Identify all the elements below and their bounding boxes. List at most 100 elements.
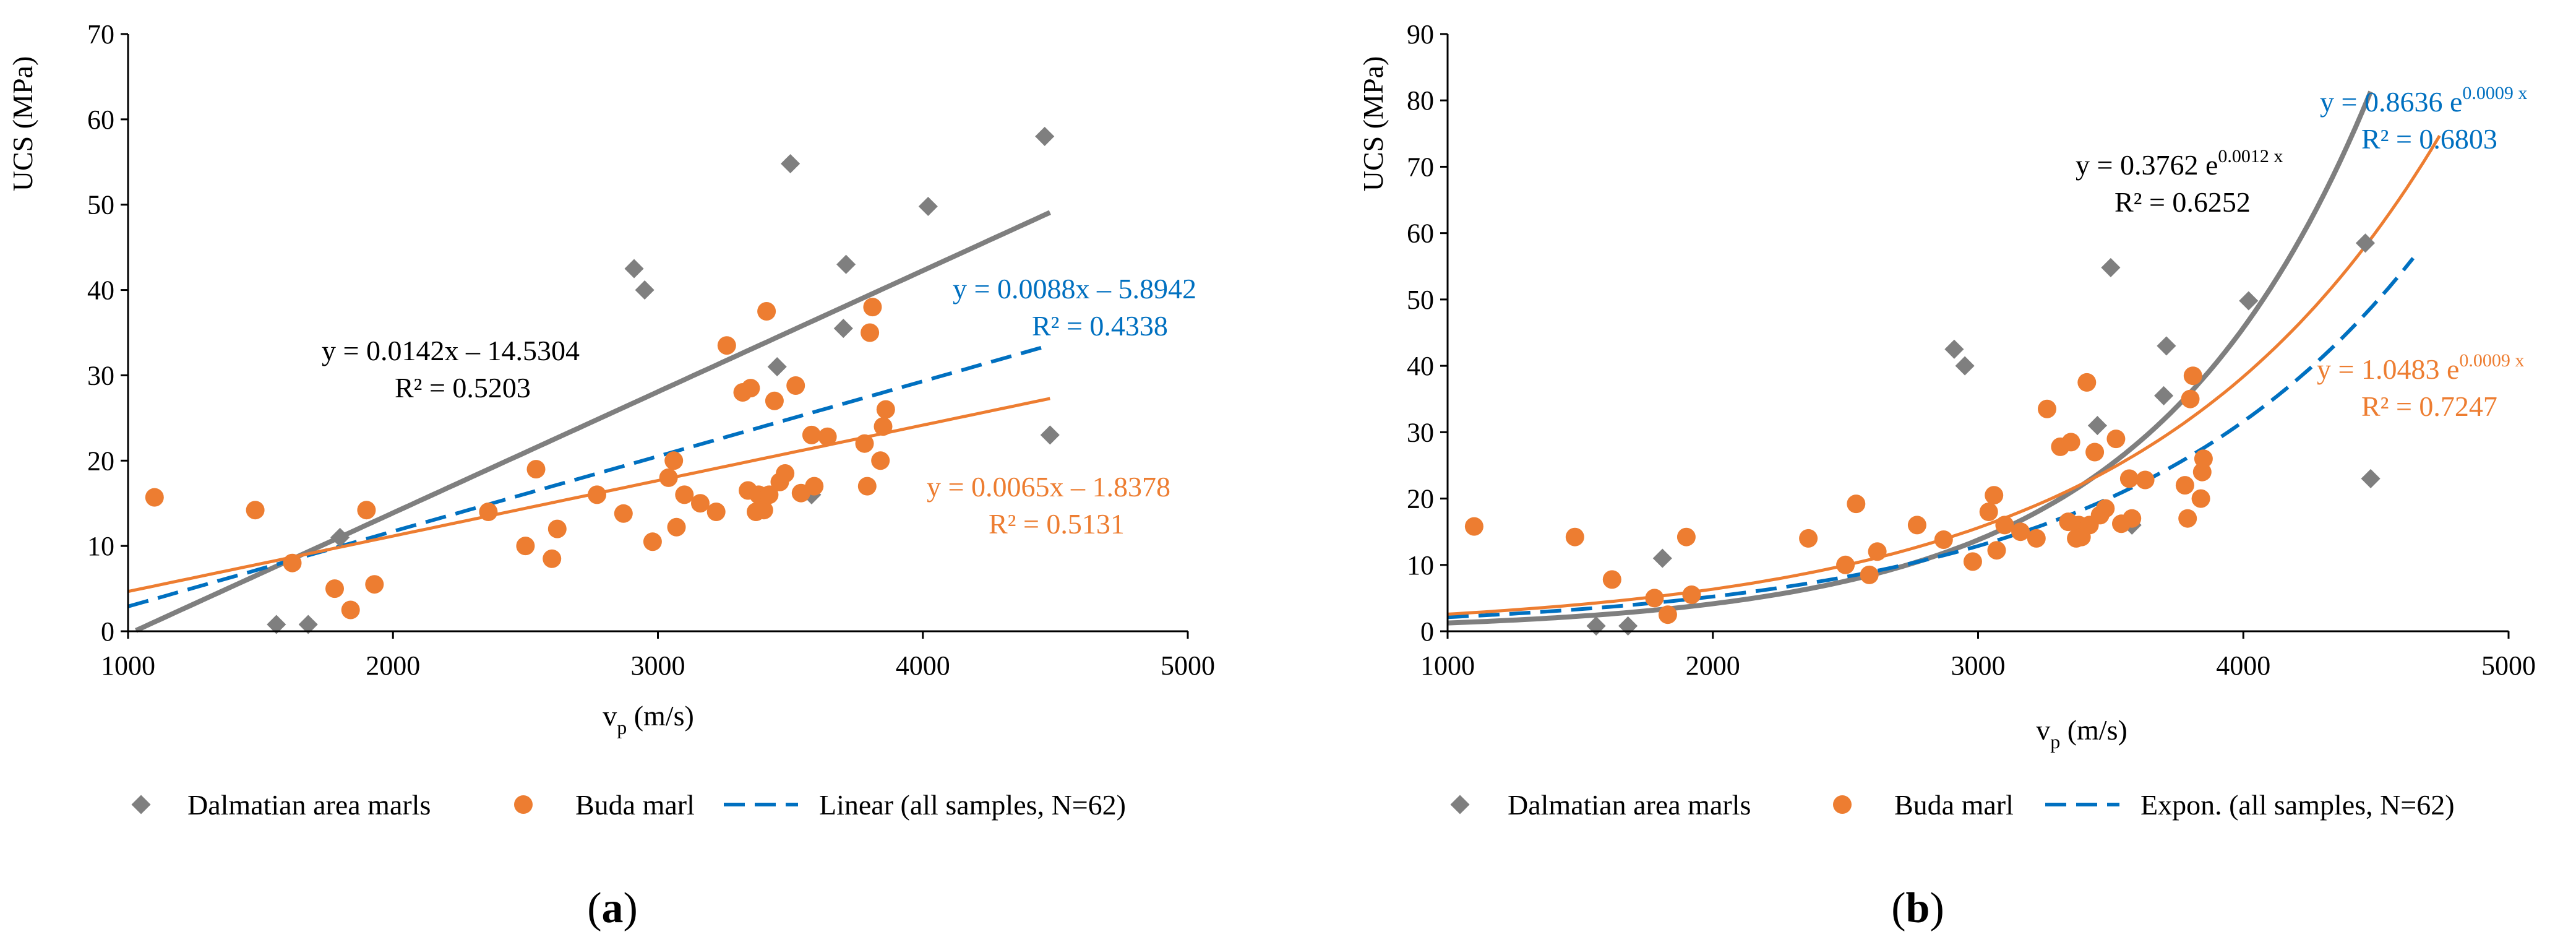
data-point-buda xyxy=(2038,399,2056,418)
data-point-buda xyxy=(2194,449,2213,469)
data-point-buda xyxy=(543,549,562,568)
y-tick-label: 70 xyxy=(1407,152,1434,182)
x-tick-label: 4000 xyxy=(896,650,950,681)
legend-marker-diamond xyxy=(1450,795,1470,814)
data-point-buda xyxy=(659,468,678,487)
y-tick-label: 0 xyxy=(101,616,114,647)
x-tick-label: 3000 xyxy=(1951,650,2006,681)
r2-dalmatian: R² = 0.5203 xyxy=(395,372,531,404)
y-tick-label: 10 xyxy=(1407,550,1434,581)
data-point-buda xyxy=(2119,469,2139,488)
legend-label: Linear (all samples, N=62) xyxy=(819,789,1126,821)
data-point-dalmatian xyxy=(781,153,801,174)
x-tick-labels: 1000 2000 3000 4000 5000 xyxy=(1420,631,2536,681)
panel-b-chart: 0 10 20 30 40 50 60 70 80 90 1000 2000 3000 4000 5000… xyxy=(1357,19,2536,932)
data-point-buda xyxy=(876,400,895,419)
data-point-buda xyxy=(2096,499,2115,518)
data-point-dalmatian xyxy=(1955,356,1975,376)
x-axis-title: vp (m/s) xyxy=(2036,714,2127,753)
r2-all-samples: R² = 0.4338 xyxy=(1032,310,1168,342)
data-point-dalmatian xyxy=(2087,416,2107,436)
data-point-buda xyxy=(2061,433,2080,452)
legend-label: Expon. (all samples, N=62) xyxy=(2140,789,2455,821)
data-point-buda xyxy=(1934,530,1953,549)
data-point-dalmatian xyxy=(1652,548,1672,568)
x-tick-label: 5000 xyxy=(1161,650,1215,681)
y-tick-label: 20 xyxy=(87,446,114,476)
data-point-buda xyxy=(1677,527,1696,546)
x-tick-label: 4000 xyxy=(2216,650,2270,681)
data-point-buda xyxy=(757,302,776,321)
data-point-buda xyxy=(516,537,535,556)
data-point-buda xyxy=(2181,389,2200,408)
data-point-buda xyxy=(2136,470,2155,490)
legend-item-expon: Expon. (all samples, N=62) xyxy=(2045,789,2455,821)
x-tick-label: 2000 xyxy=(1686,650,1740,681)
data-point-buda xyxy=(805,477,824,496)
data-point-buda xyxy=(1847,494,1866,514)
data-point-buda xyxy=(857,477,877,496)
legend-marker-circle xyxy=(514,795,533,814)
x-tick-label: 5000 xyxy=(2481,650,2536,681)
legend: Dalmatian area marls Buda marl Linear (a… xyxy=(131,789,1126,821)
trendline-dalmatian xyxy=(135,210,1051,633)
data-point-buda xyxy=(861,323,880,342)
data-point-buda xyxy=(2178,509,2197,528)
data-point-buda xyxy=(2191,489,2210,508)
data-point-buda xyxy=(2192,462,2212,481)
data-point-buda xyxy=(706,503,726,521)
legend-item-dalmatian: Dalmatian area marls xyxy=(131,789,431,821)
r2-dalmatian: R² = 0.6252 xyxy=(2114,186,2251,218)
data-point-buda xyxy=(526,460,546,479)
data-point-buda xyxy=(1565,527,1584,546)
equation-all-samples: y = 0.0088x – 5.8942 xyxy=(953,273,1196,304)
data-point-buda xyxy=(2011,522,2030,542)
panel-a-chart: 0 10 20 30 40 50 60 70 1000 2000 3000 4000 5000 UCS… xyxy=(7,19,1215,932)
data-point-buda xyxy=(547,519,567,538)
equation-buda: y = 1.0483 e0.0009 x xyxy=(2317,350,2524,385)
trendline-all-samples xyxy=(127,343,1051,608)
data-point-buda xyxy=(341,600,360,620)
data-point-dalmatian xyxy=(624,259,644,279)
data-point-buda xyxy=(479,503,498,521)
r2-buda: R² = 0.5131 xyxy=(989,508,1125,540)
data-point-buda xyxy=(1464,517,1483,536)
x-tick-label: 1000 xyxy=(101,650,155,681)
data-point-buda xyxy=(664,451,684,470)
data-point-buda xyxy=(2123,509,2142,528)
y-tick-label: 90 xyxy=(1407,19,1434,50)
data-point-dalmatian xyxy=(2157,336,2176,356)
data-point-buda xyxy=(2183,366,2202,386)
legend-item-dalmatian: Dalmatian area marls xyxy=(1450,789,1751,821)
data-point-buda xyxy=(1963,552,1982,571)
data-point-dalmatian xyxy=(918,196,938,217)
data-point-buda xyxy=(675,485,694,504)
data-point-buda xyxy=(643,532,662,551)
y-tick-label: 10 xyxy=(87,531,114,561)
y-tick-label: 0 xyxy=(1420,616,1434,647)
y-tick-label: 40 xyxy=(1407,351,1434,381)
data-point-buda xyxy=(1836,555,1855,574)
equation-all-samples: y = 0.8636 e0.0009 x xyxy=(2320,83,2527,118)
data-point-buda xyxy=(765,391,784,410)
data-point-dalmatian xyxy=(1618,616,1638,636)
data-point-buda xyxy=(871,451,890,470)
x-tick-label: 1000 xyxy=(1420,650,1475,681)
data-point-buda xyxy=(1602,570,1621,589)
y-tick-label: 50 xyxy=(87,190,114,220)
data-point-buda xyxy=(325,579,344,598)
data-point-dalmatian xyxy=(1040,425,1060,445)
data-point-buda xyxy=(365,575,384,594)
data-point-dalmatian xyxy=(2361,469,2381,488)
data-point-buda xyxy=(145,488,164,507)
data-point-buda xyxy=(863,298,882,317)
data-point-buda xyxy=(802,425,821,444)
data-point-buda xyxy=(2175,476,2194,495)
panel-label: (a) xyxy=(587,884,638,932)
data-point-buda xyxy=(357,501,376,520)
trendline-dalmatian xyxy=(1447,90,2373,626)
legend: Dalmatian area marls Buda marl Expon. (a… xyxy=(1450,789,2455,821)
data-point-buda xyxy=(1979,503,1998,521)
data-point-buda xyxy=(283,553,302,572)
